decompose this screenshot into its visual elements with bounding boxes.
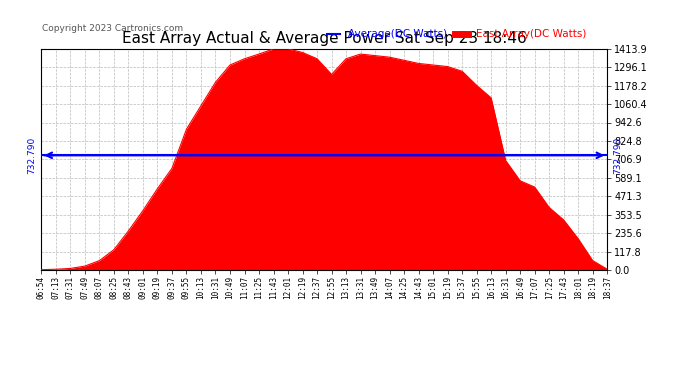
Text: 732.790: 732.790	[27, 137, 36, 174]
Text: Copyright 2023 Cartronics.com: Copyright 2023 Cartronics.com	[42, 24, 183, 33]
Legend: Average(DC Watts), East Array(DC Watts): Average(DC Watts), East Array(DC Watts)	[323, 25, 591, 44]
Title: East Array Actual & Average Power Sat Sep 23 18:46: East Array Actual & Average Power Sat Se…	[122, 31, 526, 46]
Text: 732.790: 732.790	[613, 137, 622, 174]
